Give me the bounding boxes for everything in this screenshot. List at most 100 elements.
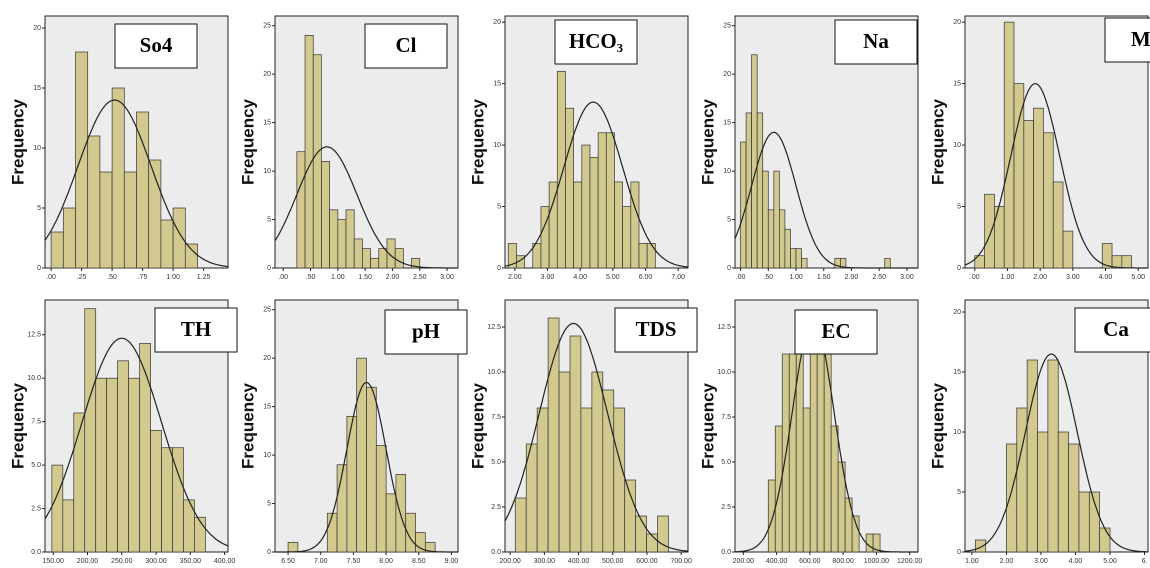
histogram-bar — [1062, 230, 1074, 269]
y-tick-label: 5.0 — [31, 462, 41, 469]
x-tick-label: 2.00 — [386, 274, 400, 281]
x-tick-label: 1.00 — [331, 274, 345, 281]
y-tick-label: 0.0 — [31, 549, 41, 556]
x-tick-label: 1.25 — [197, 274, 211, 281]
y-axis-label: Frequency — [698, 98, 717, 185]
histogram-bar — [589, 157, 599, 269]
histogram-bar — [984, 193, 995, 269]
x-tick-label: 2.50 — [413, 274, 427, 281]
y-tick-label: 5 — [727, 216, 731, 223]
histogram-bar — [370, 257, 380, 269]
chart-title: Mg — [1131, 27, 1150, 51]
histogram-bar — [1013, 83, 1025, 269]
histogram-bar — [194, 516, 206, 553]
histogram-bar — [329, 209, 339, 269]
histogram-bar — [106, 377, 119, 553]
histogram-bar — [872, 533, 881, 553]
histogram-bar — [756, 112, 764, 269]
histogram-bar — [1006, 443, 1018, 553]
y-tick-label: 5 — [267, 500, 271, 507]
y-tick-label: 12.5 — [487, 324, 501, 331]
histogram-bar — [801, 257, 808, 269]
histogram-panel: 0 5 10 15 20 1.00 2.00 3.00 4.00 5.00 6. Ca Frequenc… — [928, 299, 1150, 565]
histogram-bar — [172, 207, 186, 269]
x-tick-label: 250.00 — [111, 558, 133, 565]
histogram-bar — [646, 243, 656, 269]
y-axis-label: Frequency — [698, 382, 717, 469]
x-tick-label: .00 — [970, 274, 980, 281]
x-tick-label: 1.00 — [166, 274, 180, 281]
y-tick-label: 20 — [723, 71, 731, 78]
y-tick-label: 15 — [723, 119, 731, 126]
y-tick-label: 15 — [33, 85, 41, 92]
y-tick-label: 25 — [263, 23, 271, 30]
histogram-bar — [581, 144, 591, 269]
x-tick-label: 150.00 — [43, 558, 65, 565]
x-tick-label: 300.00 — [145, 558, 167, 565]
histogram-bar — [73, 412, 86, 553]
histogram-bar — [1033, 107, 1044, 269]
histogram-bar — [1078, 491, 1090, 553]
y-tick-label: 10 — [493, 142, 501, 149]
y-tick-label: 15 — [263, 403, 271, 410]
normal-curve — [964, 353, 1148, 553]
histogram-panel: 0 5 10 15 20 .00 1.00 2.00 3.00 4.00 5.00 Mg Frequen… — [928, 15, 1150, 281]
normal-curve — [44, 337, 229, 547]
histogram-bar — [1052, 181, 1064, 269]
normal-curve — [734, 319, 918, 553]
title-box — [1104, 17, 1150, 63]
histogram-bar — [614, 181, 623, 269]
y-axis-label: Frequency — [8, 98, 27, 185]
histogram-bar — [597, 132, 607, 269]
y-tick-label: 0.0 — [491, 549, 501, 556]
histogram-bar — [1111, 255, 1123, 269]
histogram-bar — [1068, 443, 1080, 553]
histogram-bar — [613, 407, 626, 553]
histogram-bar — [160, 219, 174, 269]
y-tick-label: 10 — [263, 452, 271, 459]
histogram-bar — [802, 407, 811, 553]
title-box — [1074, 307, 1150, 353]
y-tick-label: 15 — [263, 119, 271, 126]
y-tick-label: 20 — [33, 25, 41, 32]
histogram-bar — [95, 377, 108, 553]
x-tick-label: 7.00 — [671, 274, 685, 281]
y-tick-label: 5 — [957, 203, 961, 210]
y-axis-label: Frequency — [468, 382, 487, 469]
histogram-panel: 0 5 10 15 20 25 .00 .50 1.00 1.50 2.00 2.50 3.00 Cl Fr… — [238, 15, 459, 281]
chart-title: HCO₃ — [569, 29, 623, 53]
histogram-bar — [851, 515, 860, 553]
y-tick-label: 10 — [953, 429, 961, 436]
x-tick-label: 1.00 — [789, 274, 803, 281]
title-box — [384, 309, 468, 355]
x-tick-label: 200.00 — [733, 558, 755, 565]
histogram-bar — [657, 515, 669, 553]
histogram-bar — [336, 464, 348, 553]
y-tick-label: 2.5 — [31, 505, 41, 512]
histogram-bar — [840, 257, 847, 269]
histogram-bar — [394, 248, 404, 269]
histogram-bar — [362, 248, 371, 269]
title-box — [114, 23, 198, 69]
histogram-bar — [346, 415, 358, 553]
y-tick-label: 12.5 — [27, 332, 41, 339]
y-tick-label: 0 — [957, 549, 961, 556]
histogram-bar — [1057, 431, 1069, 553]
histogram-bar — [740, 141, 747, 269]
histogram-bar — [184, 243, 198, 269]
x-tick-label: 1.50 — [358, 274, 372, 281]
x-tick-label: 3.00 — [440, 274, 454, 281]
x-tick-label: 800.00 — [832, 558, 854, 565]
histogram-bar — [139, 343, 151, 553]
histogram-panel: 0.0 2.5 5.0 7.5 10.0 12.5 200.00 400.00 600.00 80… — [698, 299, 922, 565]
x-tick-label: 400.00 — [568, 558, 590, 565]
y-tick-label: 12.5 — [717, 324, 731, 331]
histogram-bar — [646, 533, 658, 553]
histogram-bar — [1023, 120, 1034, 269]
histogram-bar — [378, 248, 388, 269]
y-tick-label: 20 — [263, 355, 271, 362]
x-tick-label: 4.00 — [1099, 274, 1113, 281]
y-tick-label: 5 — [37, 205, 41, 212]
x-tick-label: 4.00 — [1069, 558, 1083, 565]
y-tick-label: 10.0 — [717, 369, 731, 376]
